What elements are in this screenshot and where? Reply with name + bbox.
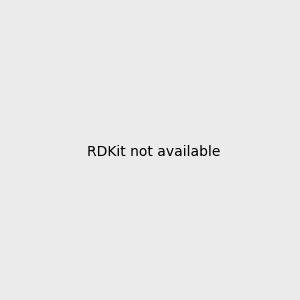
Text: RDKit not available: RDKit not available (87, 145, 220, 158)
